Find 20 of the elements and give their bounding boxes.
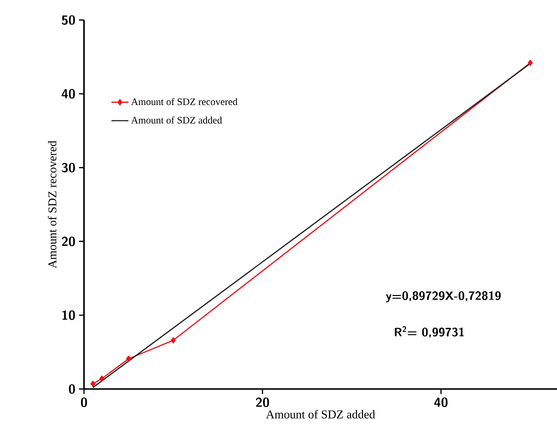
y-tick-label: 50 <box>62 15 75 25</box>
x-tick-label: 40 <box>434 397 448 408</box>
legend-label: Amount of SDZ recovered <box>131 98 238 106</box>
y-tick-label: 10 <box>62 310 75 320</box>
y-tick-label: 30 <box>62 162 75 172</box>
point <box>126 356 132 362</box>
y-tick-label: 40 <box>62 89 75 99</box>
y-axis-title: Amount of SDZ recovered <box>48 140 56 268</box>
x-tick-label: 20 <box>256 397 270 408</box>
y-tick-label: 20 <box>62 236 75 246</box>
x-axis-title: Amount of SDZ added <box>266 410 375 418</box>
annotation: R$^{2}$= 0,99731 <box>394 326 464 338</box>
x-tick-label: 0 <box>81 397 87 408</box>
point <box>90 380 96 387</box>
annotation: y=0,89729X-0,72819 <box>386 291 501 302</box>
point <box>99 376 104 382</box>
y-tick-label: 0 <box>68 384 75 394</box>
point <box>528 60 533 66</box>
legend-label: Amount of SDZ added <box>131 116 222 124</box>
point <box>170 337 176 344</box>
